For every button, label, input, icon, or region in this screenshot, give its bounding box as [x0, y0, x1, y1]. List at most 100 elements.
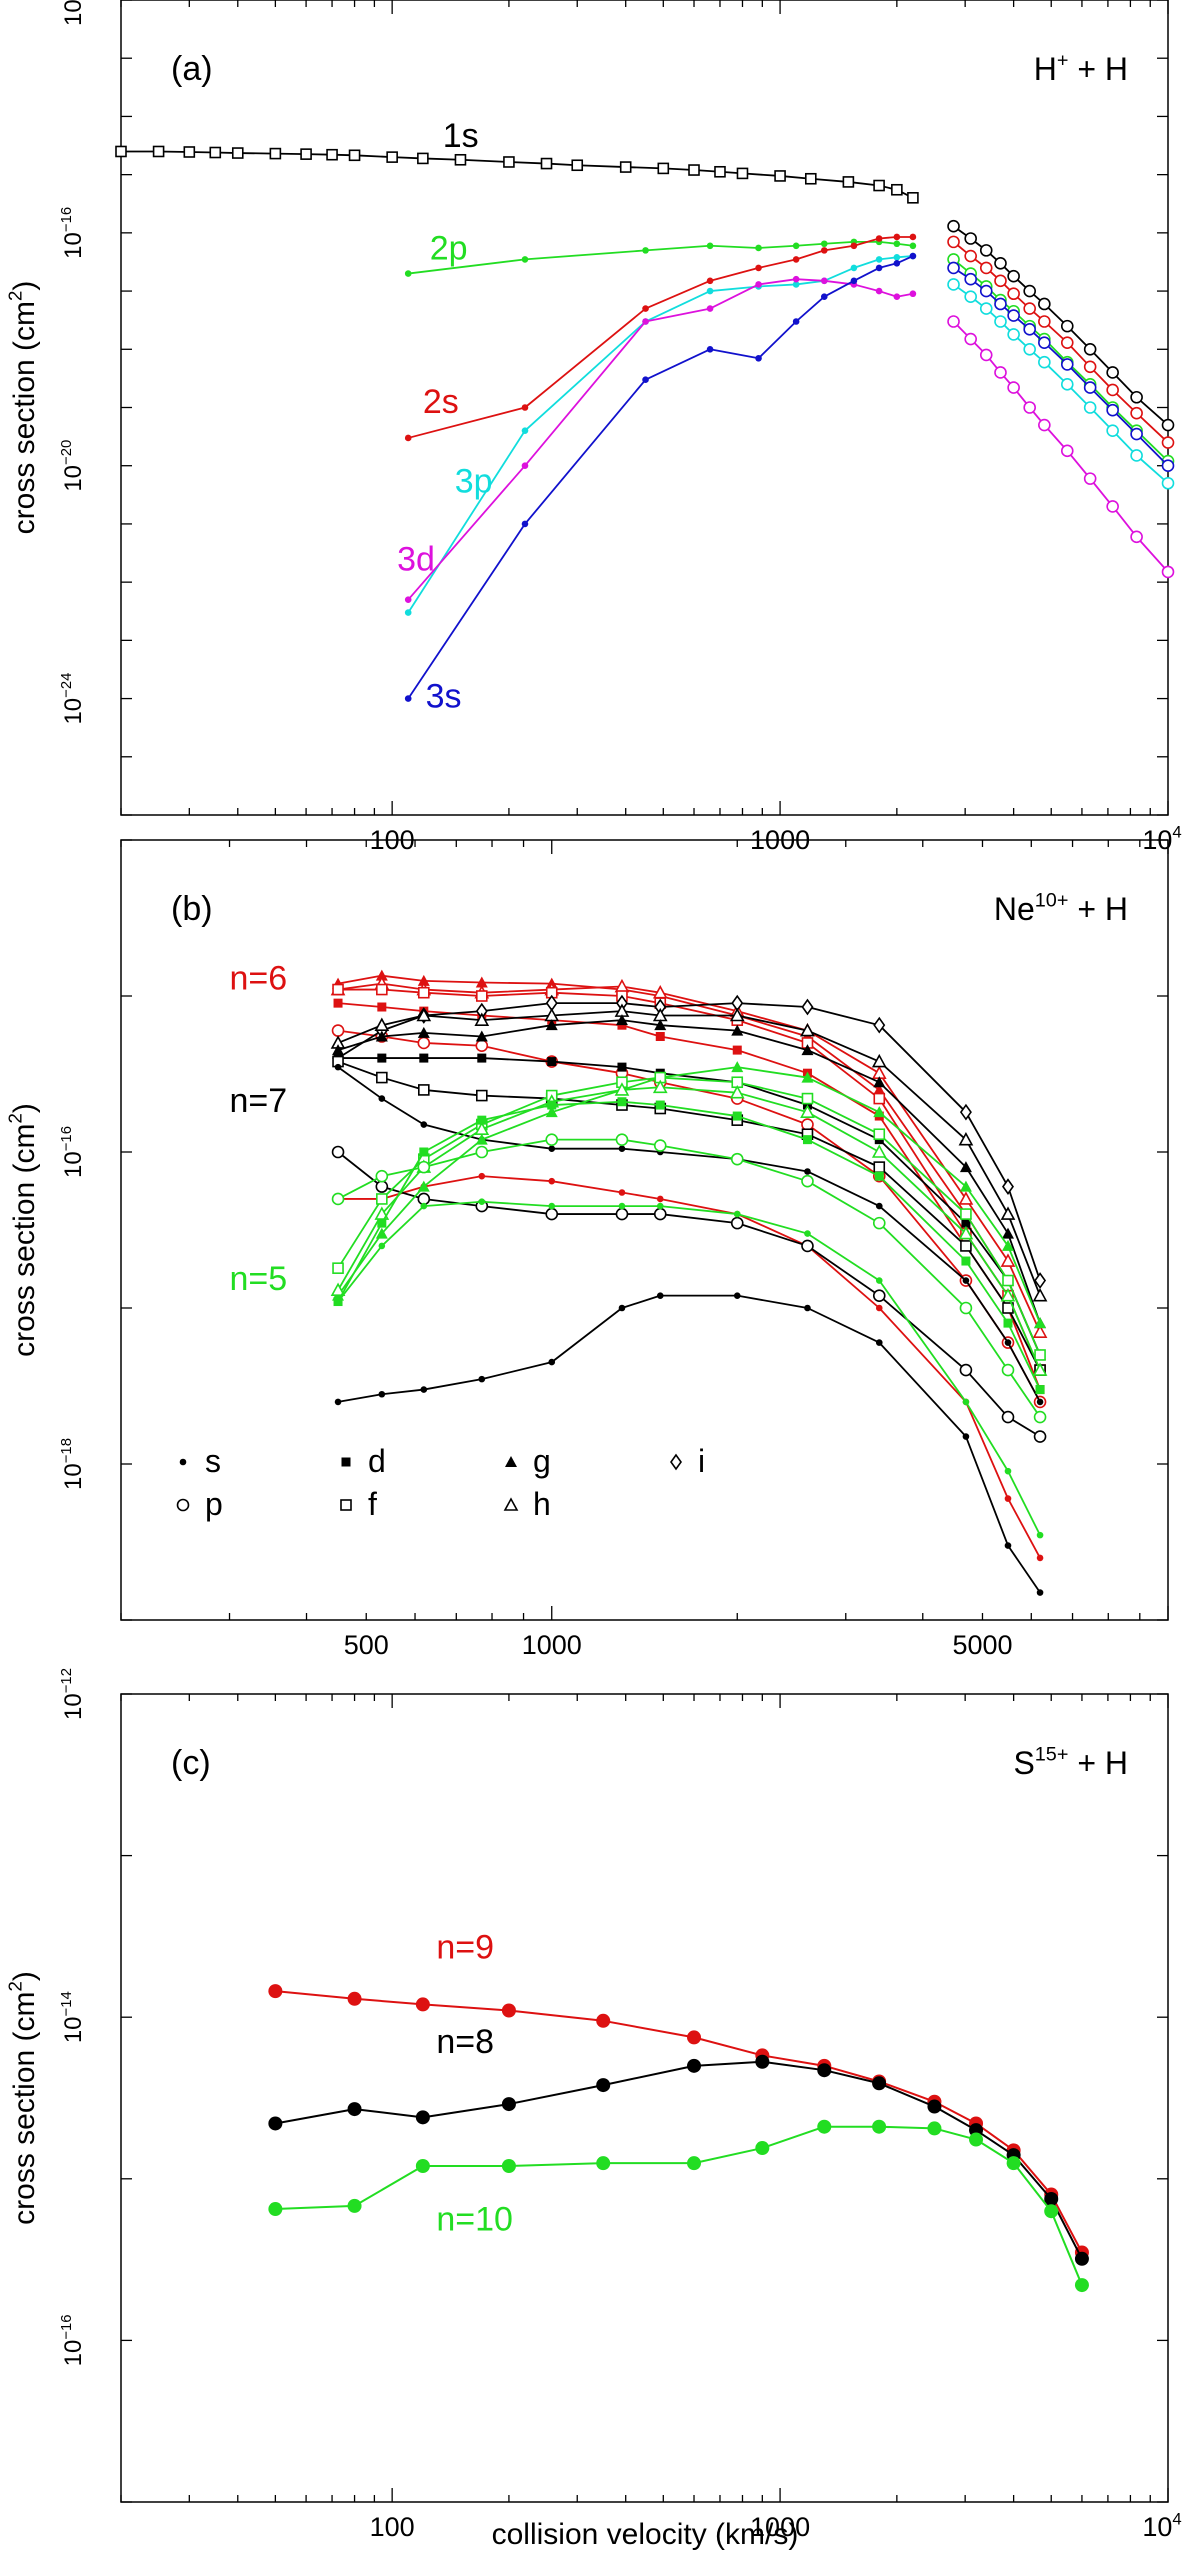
y-axis-label: cross section (cm2): [4, 1971, 41, 2225]
data-point: [961, 1218, 971, 1228]
data-point: [330, 1282, 346, 1297]
data-point: [909, 290, 917, 298]
data-point: [792, 281, 800, 288]
data-point: [474, 1121, 490, 1136]
data-point: [1006, 2156, 1021, 2171]
data-point: [375, 969, 388, 981]
series-line: [337, 1066, 1041, 1324]
series-line: [337, 1100, 1041, 1390]
data-point: [415, 2110, 430, 2125]
data-point: [475, 1145, 489, 1159]
data-point: [618, 1304, 626, 1312]
y-tick-label: 10−18: [59, 1438, 87, 1490]
series-annotation: n=10: [436, 2200, 513, 2238]
data-point: [801, 998, 814, 1016]
series-n-7-i: [332, 994, 1047, 1289]
data-point: [893, 293, 901, 301]
data-point: [548, 1202, 556, 1210]
data-point: [1003, 1318, 1013, 1328]
data-point: [618, 1202, 626, 1210]
data-point: [376, 1193, 388, 1205]
data-point: [1036, 1398, 1044, 1406]
data-point: [1083, 472, 1097, 485]
data-point: [375, 1169, 389, 1183]
data-point: [545, 1106, 558, 1118]
y-axis-label: cross section (cm2): [4, 1103, 41, 1357]
x-tick-label: 104: [1142, 2510, 1181, 2542]
data-point: [1034, 1272, 1047, 1289]
data-point: [873, 1106, 886, 1118]
data-point: [907, 192, 919, 204]
data-point: [417, 1026, 430, 1038]
data-point: [1023, 323, 1036, 336]
data-point: [962, 1277, 970, 1284]
series-line: [407, 278, 914, 601]
series-annotation: n=7: [230, 1082, 288, 1120]
data-point: [687, 2156, 702, 2171]
data-point: [875, 256, 883, 263]
data-point: [1106, 366, 1119, 379]
data-point: [994, 256, 1007, 270]
y-tick-label: 10−16: [59, 1126, 87, 1178]
legend-label-f: f: [368, 1486, 377, 1522]
data-point: [326, 148, 338, 161]
data-point: [964, 272, 977, 286]
data-point: [618, 1189, 626, 1196]
data-point: [268, 2202, 283, 2217]
data-point: [268, 1984, 283, 1999]
legend-symbol-h: [503, 1497, 519, 1511]
series-n-5-h: [330, 1079, 1048, 1376]
data-point: [404, 695, 412, 702]
legend-label-i: i: [698, 1443, 705, 1479]
data-point: [152, 145, 165, 158]
data-point: [375, 1227, 388, 1239]
data-point: [655, 1032, 665, 1042]
series-line: [337, 1060, 1041, 1371]
data-point: [415, 1997, 430, 2012]
data-point: [1002, 1178, 1014, 1195]
data-point: [817, 2063, 832, 2078]
data-point: [872, 2076, 887, 2091]
data-point: [348, 149, 361, 162]
data-point: [1161, 476, 1175, 490]
data-point: [1036, 1554, 1044, 1562]
axis-ticks: [120, 0, 1169, 816]
data-point: [755, 355, 762, 362]
series-n-6-s: [334, 1172, 1044, 1562]
data-point: [947, 315, 960, 328]
data-point: [801, 1118, 814, 1131]
data-point: [947, 219, 960, 233]
data-point: [994, 297, 1007, 311]
data-point: [1083, 401, 1097, 414]
data-point: [1036, 1531, 1044, 1539]
data-point: [802, 1135, 812, 1145]
x-tick-label: 104: [1142, 823, 1181, 855]
data-point: [231, 147, 244, 159]
data-point: [1007, 287, 1020, 301]
data-point: [615, 1014, 628, 1026]
y-tick-label: 10−16: [59, 207, 87, 259]
data-point: [969, 2132, 984, 2147]
series-n-7-h: [330, 1003, 1048, 1302]
data-point: [801, 1044, 814, 1056]
series-3d: [404, 275, 917, 603]
data-point: [875, 264, 883, 272]
data-point: [268, 2116, 283, 2131]
data-point: [800, 1022, 815, 1037]
data-point: [1001, 1227, 1014, 1239]
data-point: [347, 2198, 362, 2213]
series-3p: [404, 252, 917, 616]
data-point: [1106, 403, 1119, 417]
data-point: [1004, 1339, 1012, 1346]
data-point: [820, 277, 828, 285]
data-point: [415, 2159, 430, 2174]
y-tick-label: 10−14: [59, 1991, 87, 2043]
data-point: [909, 233, 917, 241]
data-point: [656, 1292, 664, 1299]
series-annotation: n=6: [230, 960, 288, 998]
series-annotation: 3p: [455, 462, 493, 500]
data-point: [477, 1053, 487, 1063]
data-point: [475, 1089, 488, 1102]
